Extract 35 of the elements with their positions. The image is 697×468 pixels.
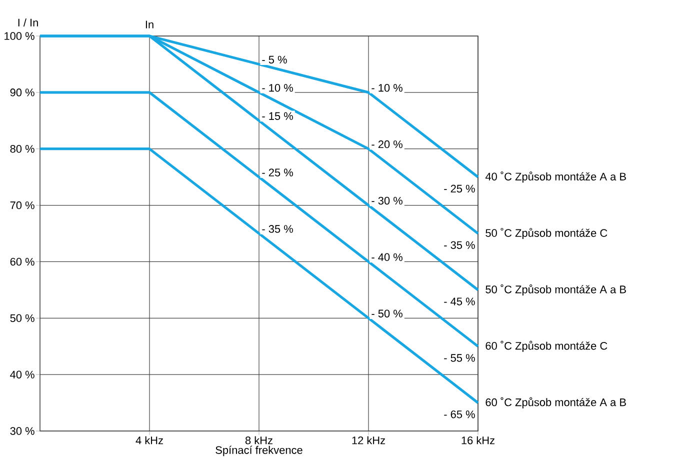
y-tick-label: 70 % [10, 201, 34, 210]
series-label: 60 ˚C Způsob montáže C [486, 340, 608, 352]
y-tick-label: 100 % [4, 32, 34, 40]
series-label: 50 ˚C Způsob montáže C [486, 228, 608, 240]
annotation: - 30 % [372, 196, 402, 205]
x-tick-label: 12 kHz [352, 436, 385, 444]
annotation: - 10 % [262, 84, 293, 92]
annotation: - 50 % [372, 310, 402, 318]
annotation: In [146, 20, 154, 28]
series-label: 50 ˚C Způsob montáže A a B [486, 284, 626, 296]
x-tick-label: 16 kHz [462, 436, 494, 444]
annotation: - 25 % [444, 184, 475, 193]
annotation: - 45 % [444, 298, 475, 306]
annotation: - 10 % [372, 84, 402, 92]
annotation: - 55 % [444, 354, 475, 362]
y-tick-label: 40 % [10, 370, 34, 378]
annotation: - 15 % [262, 112, 293, 120]
annotation: - 25 % [262, 168, 293, 176]
series-label: 60 ˚C Způsob montáže A a B [486, 397, 626, 408]
annotation: - 35 % [262, 225, 293, 233]
x-tick-label: 4 kHz [136, 436, 163, 444]
annotation: - 5 % [262, 56, 287, 64]
y-tick-label: 50 % [10, 314, 34, 322]
annotation: - 35 % [444, 241, 475, 249]
y-tick-label: 60 % [10, 258, 34, 266]
y-tick-label: 90 % [10, 88, 34, 96]
series-label: 40 ˚C Způsob montáže A a B [485, 172, 626, 183]
y-tick-label: 30 % [10, 427, 34, 435]
y-tick-label: 80 % [10, 144, 34, 153]
annotation: - 40 % [372, 253, 402, 262]
x-axis-title: Spínací frekvence [216, 446, 302, 456]
annotation: - 20 % [372, 140, 402, 148]
annotation: - 65 % [444, 410, 475, 418]
x-tick-label: 8 kHz [245, 436, 272, 444]
y-axis-title: I / In [18, 18, 38, 26]
